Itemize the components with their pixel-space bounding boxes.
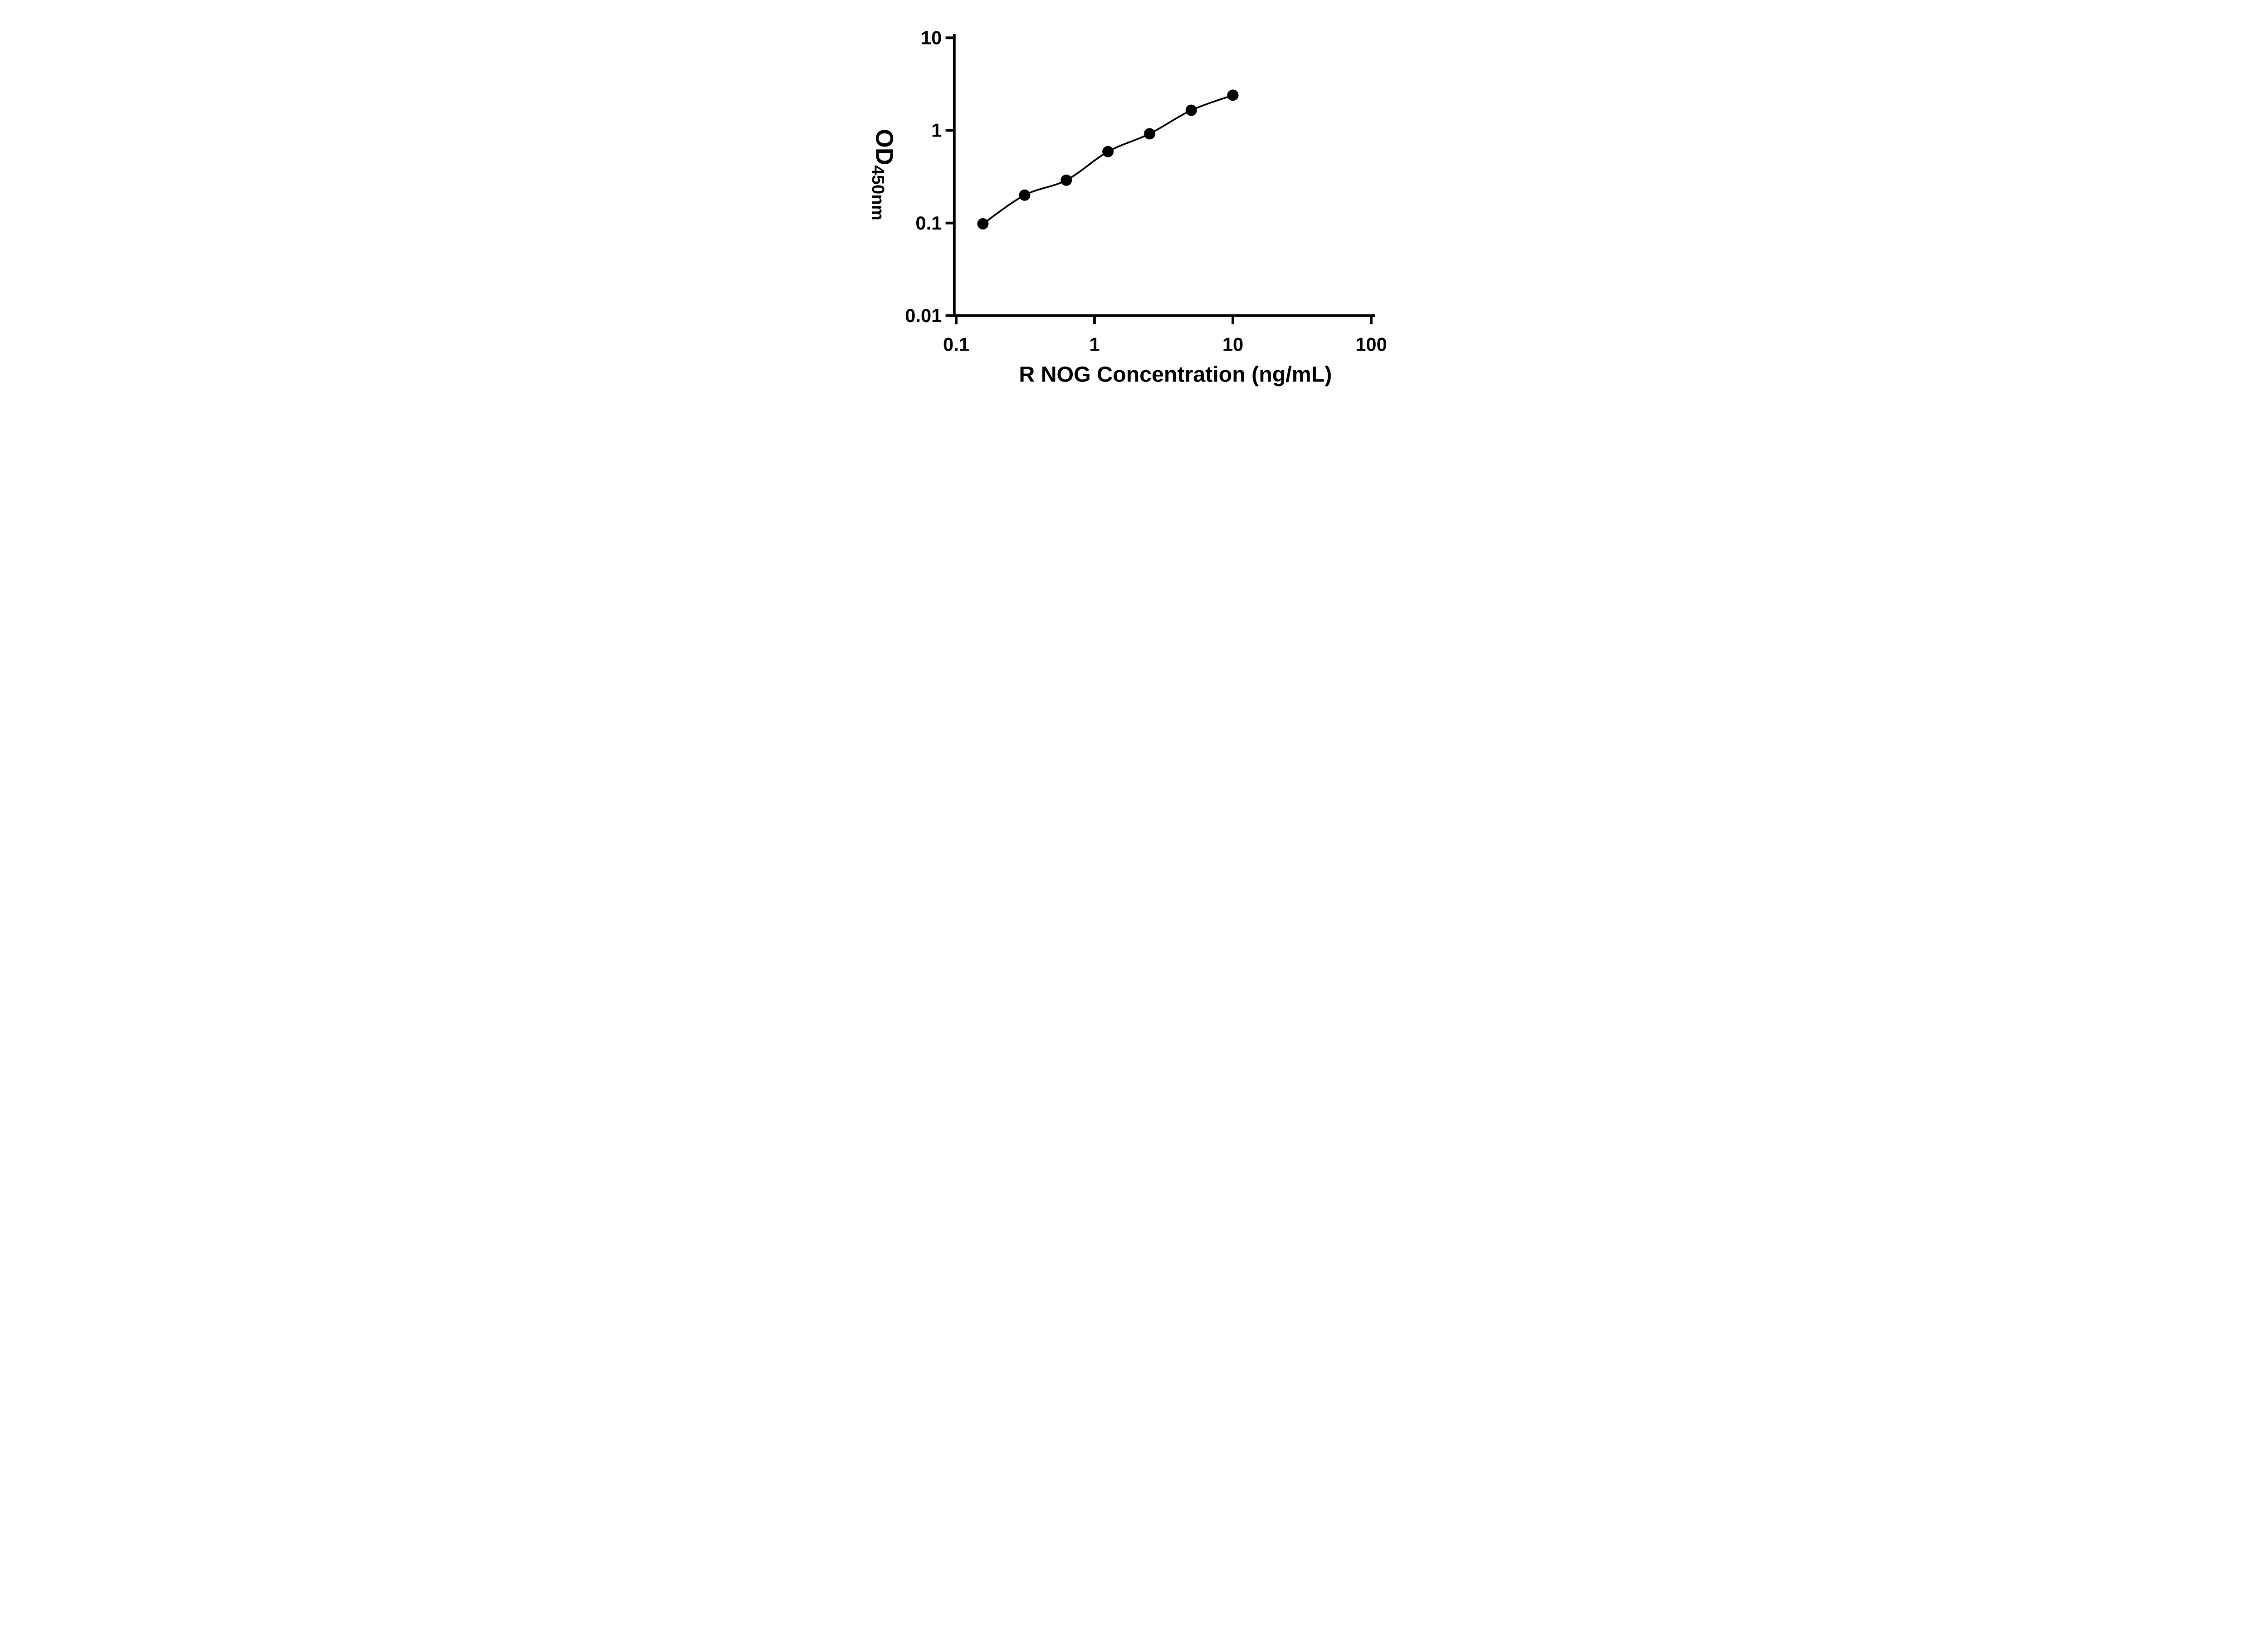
y-axis-title: OD450nm <box>868 129 897 220</box>
page: 0.1 1 10 100 0.01 0.1 1 10 R NOG Concentration … <box>0 0 2268 408</box>
data-point <box>1018 189 1030 201</box>
x-tick-label: 1 <box>1089 333 1100 355</box>
data-point <box>1144 128 1155 140</box>
y-axis-title-subscript: 450nm <box>868 165 888 220</box>
y-tick-label: 0.01 <box>905 305 942 326</box>
fit-curve <box>982 94 1233 225</box>
y-tick-label: 0.1 <box>915 212 942 234</box>
data-point <box>1102 146 1114 157</box>
chart-container: 0.1 1 10 100 0.01 0.1 1 10 R NOG Concentration … <box>842 0 1426 408</box>
data-point <box>1227 89 1238 101</box>
y-tick-label: 1 <box>931 120 942 141</box>
data-point <box>1185 104 1197 116</box>
series-layer <box>977 89 1238 230</box>
y-tick-label: 10 <box>920 27 941 49</box>
y-axis-title-main: OD <box>870 129 897 165</box>
x-axis-title: R NOG Concentration (ng/mL) <box>1019 362 1332 387</box>
x-tick-label: 10 <box>1222 333 1243 355</box>
x-tick-label: 100 <box>1355 333 1387 355</box>
data-point <box>977 218 988 230</box>
data-point <box>1060 174 1072 186</box>
x-tick-label: 0.1 <box>943 333 969 355</box>
